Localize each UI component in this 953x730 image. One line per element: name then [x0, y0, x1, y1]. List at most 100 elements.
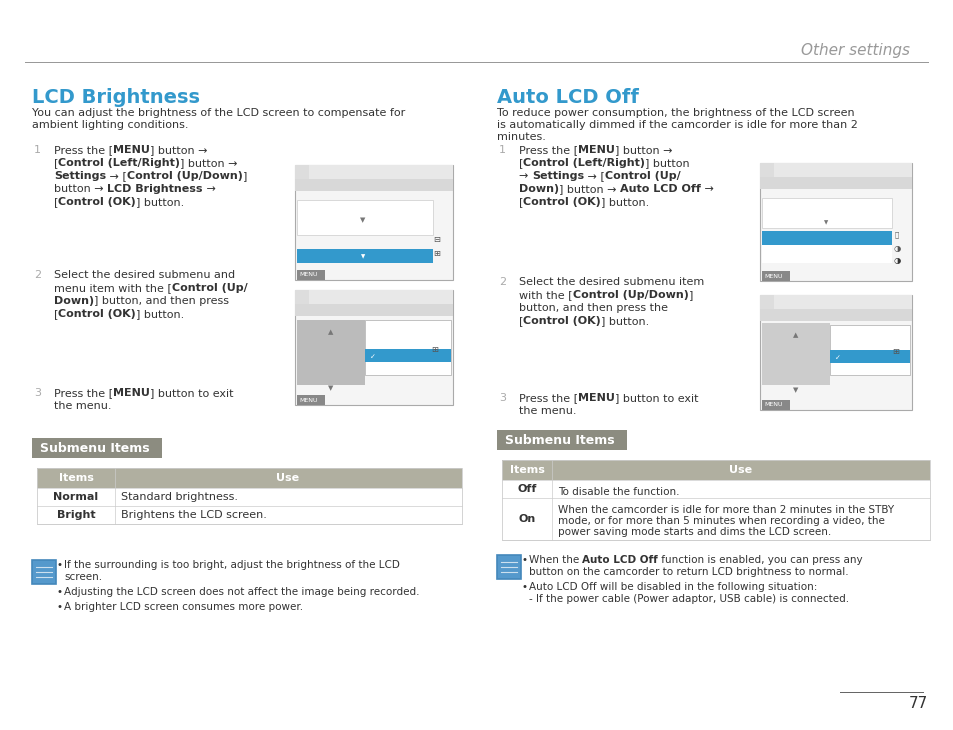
Bar — [760, 163, 773, 177]
Text: Auto LCD Off: Auto LCD Off — [582, 555, 658, 565]
Text: •: • — [57, 587, 63, 597]
Bar — [32, 438, 162, 458]
Text: ◑: ◑ — [892, 256, 900, 266]
Text: 1: 1 — [34, 145, 41, 155]
Text: the menu.: the menu. — [518, 406, 576, 416]
Bar — [761, 245, 891, 263]
Text: ▼: ▼ — [328, 385, 334, 391]
Bar — [761, 198, 891, 228]
Text: MENU: MENU — [298, 272, 317, 277]
Bar — [761, 271, 789, 281]
Text: Auto LCD Off: Auto LCD Off — [497, 88, 639, 107]
Bar — [296, 320, 365, 385]
Text: Items: Items — [509, 465, 544, 475]
Text: Submenu Items: Submenu Items — [504, 434, 614, 447]
Bar — [294, 290, 453, 405]
Text: 3: 3 — [34, 388, 41, 398]
Text: → [: → [ — [583, 171, 604, 181]
Text: 2: 2 — [34, 270, 41, 280]
Text: Other settings: Other settings — [801, 42, 909, 58]
Text: MENU: MENU — [578, 145, 615, 155]
Text: ◑: ◑ — [892, 244, 900, 253]
Text: mode, or for more than 5 minutes when recording a video, the: mode, or for more than 5 minutes when re… — [558, 516, 884, 526]
Text: ] button.: ] button. — [600, 197, 649, 207]
Text: minutes.: minutes. — [497, 132, 545, 142]
Text: Control (Up/: Control (Up/ — [172, 283, 248, 293]
Bar — [829, 325, 909, 375]
Text: [: [ — [518, 197, 523, 207]
Text: [: [ — [54, 158, 58, 168]
Text: 1: 1 — [498, 145, 505, 155]
Text: Normal: Normal — [53, 492, 98, 502]
Text: is automatically dimmed if the camcorder is idle for more than 2: is automatically dimmed if the camcorder… — [497, 120, 857, 130]
Text: ▲: ▲ — [328, 329, 334, 335]
Text: Auto LCD Off will be disabled in the following situation:: Auto LCD Off will be disabled in the fol… — [529, 582, 817, 592]
Text: Control (OK): Control (OK) — [523, 197, 600, 207]
Text: ] button, and then press: ] button, and then press — [94, 296, 229, 306]
Bar — [501, 460, 929, 480]
Text: the menu.: the menu. — [54, 401, 112, 411]
Bar — [294, 179, 453, 191]
Text: Auto LCD Off: Auto LCD Off — [582, 555, 658, 565]
Text: Press the [: Press the [ — [54, 388, 113, 398]
Text: button, and then press the: button, and then press the — [518, 303, 667, 313]
Text: Use: Use — [276, 473, 299, 483]
Text: Down): Down) — [518, 184, 558, 194]
Bar — [294, 290, 453, 304]
Bar — [497, 555, 520, 579]
Text: To reduce power consumption, the brightness of the LCD screen: To reduce power consumption, the brightn… — [497, 108, 854, 118]
Text: MENU: MENU — [113, 388, 150, 398]
Text: with the [: with the [ — [518, 290, 572, 300]
Text: MENU: MENU — [113, 145, 150, 155]
Text: ⊞: ⊞ — [433, 250, 440, 258]
Text: You can adjust the brightness of the LCD screen to compensate for: You can adjust the brightness of the LCD… — [32, 108, 405, 118]
Text: → [: → [ — [106, 171, 127, 181]
Bar — [296, 395, 325, 405]
Text: 77: 77 — [907, 696, 926, 712]
Text: ] button →: ] button → — [558, 184, 619, 194]
Text: Standard brightness.: Standard brightness. — [121, 492, 237, 502]
Text: Control (Up/Down): Control (Up/Down) — [127, 171, 243, 181]
Bar — [840, 692, 923, 693]
Text: ] button →: ] button → — [615, 145, 672, 155]
Bar — [365, 349, 451, 362]
Text: Press the [: Press the [ — [54, 145, 113, 155]
Text: Adjusting the LCD screen does not affect the image being recorded.: Adjusting the LCD screen does not affect… — [64, 587, 419, 597]
Bar — [37, 468, 461, 524]
Bar — [294, 165, 453, 280]
Text: Control (Left/Right): Control (Left/Right) — [58, 158, 180, 168]
Text: →: → — [700, 184, 713, 194]
Text: Brightens the LCD screen.: Brightens the LCD screen. — [121, 510, 267, 520]
Text: •: • — [521, 582, 527, 592]
Bar — [365, 320, 451, 375]
Text: ▼: ▼ — [793, 387, 798, 393]
Text: ] button: ] button — [645, 158, 689, 168]
Text: screen.: screen. — [64, 572, 102, 582]
Bar — [32, 560, 56, 584]
Text: menu item with the [: menu item with the [ — [54, 283, 172, 293]
Text: Use: Use — [729, 465, 752, 475]
Text: →: → — [202, 184, 215, 194]
Bar — [294, 304, 453, 316]
Text: 3: 3 — [498, 393, 505, 403]
Bar — [760, 163, 911, 177]
Text: MENU: MENU — [578, 393, 615, 403]
Text: [: [ — [518, 158, 523, 168]
Text: button →: button → — [54, 184, 107, 194]
Text: ⊟: ⊟ — [433, 236, 440, 245]
Text: Select the desired submenu item: Select the desired submenu item — [518, 277, 703, 287]
Bar — [760, 177, 911, 189]
Text: button on the camcorder to return LCD brightness to normal.: button on the camcorder to return LCD br… — [529, 567, 848, 577]
Bar — [296, 200, 433, 235]
Bar — [294, 165, 309, 179]
Bar — [829, 350, 909, 363]
Text: •: • — [57, 560, 63, 570]
Text: When the camcorder is idle for more than 2 minutes in the STBY: When the camcorder is idle for more than… — [558, 505, 893, 515]
Bar — [761, 400, 789, 410]
Text: Auto LCD Off: Auto LCD Off — [619, 184, 700, 194]
Text: Control (OK): Control (OK) — [58, 309, 136, 319]
Text: [: [ — [54, 197, 58, 207]
Text: Control (Up/: Control (Up/ — [604, 171, 679, 181]
Text: 2: 2 — [498, 277, 506, 287]
Text: ▼: ▼ — [360, 255, 365, 259]
